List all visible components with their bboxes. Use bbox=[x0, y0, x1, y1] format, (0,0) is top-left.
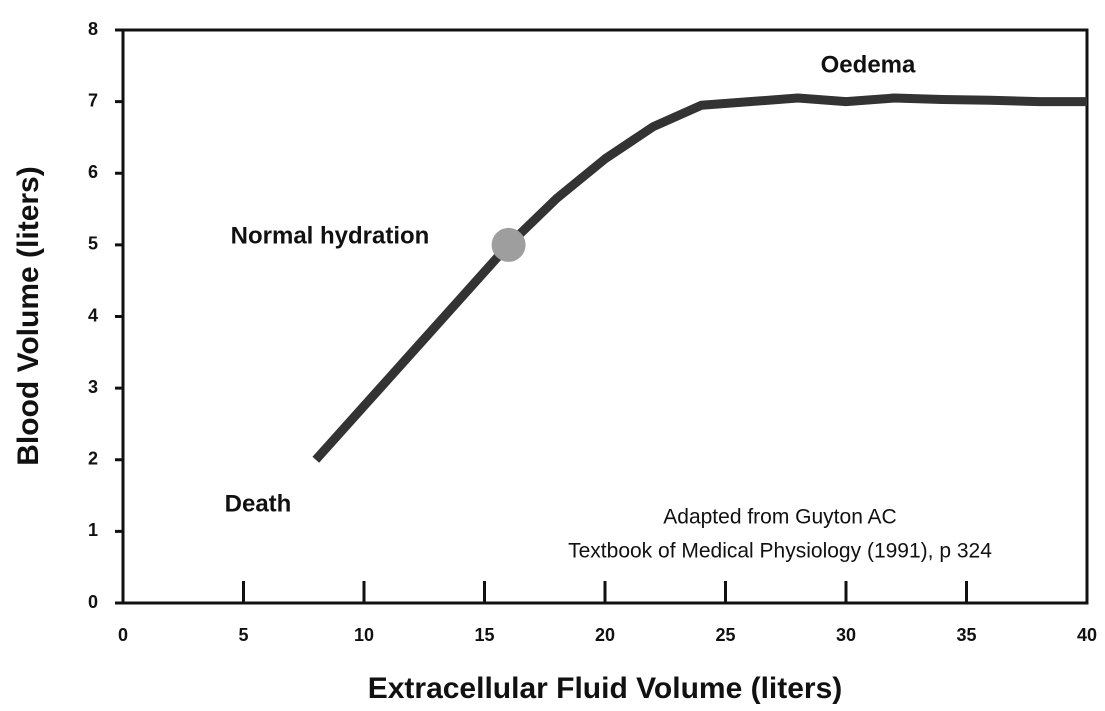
y-tick-label: 3 bbox=[88, 377, 98, 397]
data-line bbox=[312, 93, 1087, 463]
x-tick-label: 40 bbox=[1077, 625, 1097, 645]
point-marker bbox=[491, 227, 526, 262]
x-tick-label: 0 bbox=[118, 625, 128, 645]
y-tick-label: 5 bbox=[88, 234, 98, 254]
annotation: Textbook of Medical Physiology (1991), p… bbox=[568, 540, 992, 563]
annotation: Adapted from Guyton AC bbox=[663, 506, 896, 529]
x-tick-label: 35 bbox=[956, 625, 976, 645]
x-tick-label: 10 bbox=[354, 625, 374, 645]
x-tick-label: 20 bbox=[595, 625, 615, 645]
x-tick-label: 5 bbox=[238, 625, 248, 645]
y-tick-label: 4 bbox=[88, 305, 98, 325]
y-tick-label: 1 bbox=[88, 520, 98, 540]
annotation: Oedema bbox=[821, 51, 916, 78]
annotation: Death bbox=[225, 490, 292, 517]
y-tick-label: 2 bbox=[88, 449, 98, 469]
y-tick-label: 6 bbox=[88, 162, 98, 182]
x-axis-label: Extracellular Fluid Volume (liters) bbox=[368, 672, 843, 705]
y-tick-label: 7 bbox=[88, 90, 98, 110]
y-tick-label: 8 bbox=[88, 19, 98, 39]
x-tick-label: 30 bbox=[836, 625, 856, 645]
annotation: Normal hydration bbox=[231, 222, 430, 249]
x-tick-label: 25 bbox=[715, 625, 735, 645]
x-tick-label: 15 bbox=[474, 625, 494, 645]
y-tick-label: 0 bbox=[88, 592, 98, 612]
y-axis-label: Blood Volume (liters) bbox=[12, 166, 45, 465]
